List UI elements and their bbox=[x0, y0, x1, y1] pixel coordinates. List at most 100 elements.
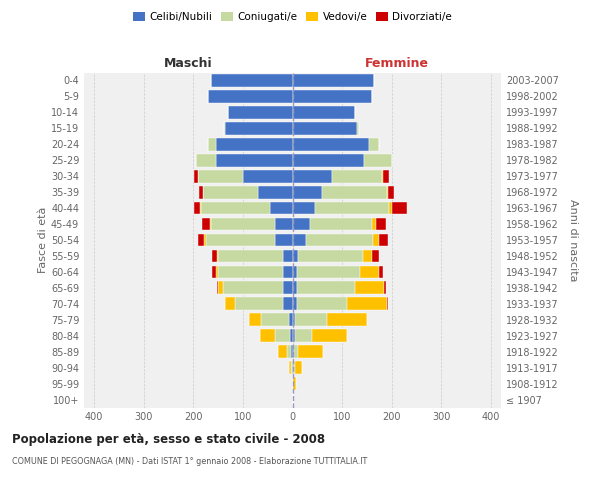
Bar bbox=[382, 170, 383, 182]
Bar bbox=[293, 74, 374, 87]
Bar bbox=[293, 154, 364, 166]
Bar bbox=[379, 266, 383, 278]
Bar bbox=[293, 234, 307, 246]
Bar bbox=[198, 234, 204, 246]
Bar bbox=[260, 330, 275, 342]
Bar bbox=[293, 377, 296, 390]
Bar bbox=[249, 314, 261, 326]
Bar bbox=[392, 202, 407, 214]
Bar bbox=[373, 234, 379, 246]
Bar bbox=[215, 154, 293, 166]
Bar bbox=[261, 314, 289, 326]
Bar bbox=[370, 138, 379, 150]
Bar bbox=[295, 330, 313, 342]
Bar bbox=[287, 346, 291, 358]
Bar bbox=[293, 330, 295, 342]
Bar bbox=[208, 138, 215, 150]
Bar bbox=[291, 346, 293, 358]
Bar bbox=[211, 218, 275, 230]
Bar bbox=[215, 138, 293, 150]
Y-axis label: Fasce di età: Fasce di età bbox=[38, 207, 48, 273]
Bar bbox=[206, 234, 275, 246]
Bar bbox=[385, 282, 386, 294]
Bar bbox=[217, 282, 218, 294]
Bar bbox=[223, 282, 283, 294]
Bar bbox=[289, 314, 293, 326]
Bar bbox=[293, 250, 298, 262]
Bar bbox=[293, 298, 298, 310]
Bar bbox=[347, 298, 387, 310]
Bar bbox=[208, 90, 293, 103]
Text: Maschi: Maschi bbox=[164, 57, 212, 70]
Text: COMUNE DI PEGOGNAGA (MN) - Dati ISTAT 1° gennaio 2008 - Elaborazione TUTTITALIA.: COMUNE DI PEGOGNAGA (MN) - Dati ISTAT 1°… bbox=[12, 457, 367, 466]
Bar bbox=[357, 122, 359, 134]
Bar bbox=[283, 298, 293, 310]
Bar bbox=[283, 250, 293, 262]
Bar bbox=[298, 282, 355, 294]
Bar bbox=[293, 314, 295, 326]
Bar bbox=[293, 266, 298, 278]
Text: Popolazione per età, sesso e stato civile - 2008: Popolazione per età, sesso e stato civil… bbox=[12, 432, 325, 446]
Bar bbox=[298, 266, 359, 278]
Bar bbox=[204, 234, 206, 246]
Bar bbox=[295, 346, 298, 358]
Bar bbox=[376, 218, 386, 230]
Bar bbox=[322, 186, 387, 198]
Bar bbox=[283, 282, 293, 294]
Bar bbox=[387, 298, 388, 310]
Bar bbox=[372, 218, 376, 230]
Bar bbox=[379, 234, 388, 246]
Bar bbox=[293, 186, 322, 198]
Bar bbox=[258, 186, 293, 198]
Bar bbox=[372, 250, 379, 262]
Bar bbox=[243, 170, 293, 182]
Bar bbox=[275, 330, 290, 342]
Bar bbox=[293, 346, 295, 358]
Bar bbox=[293, 106, 355, 119]
Text: Femmine: Femmine bbox=[365, 57, 429, 70]
Bar bbox=[295, 314, 327, 326]
Bar bbox=[196, 154, 215, 166]
Bar bbox=[217, 250, 218, 262]
Bar bbox=[218, 250, 283, 262]
Bar bbox=[218, 266, 283, 278]
Bar bbox=[212, 266, 215, 278]
Bar bbox=[200, 202, 270, 214]
Bar bbox=[389, 202, 392, 214]
Bar bbox=[283, 266, 293, 278]
Bar bbox=[293, 90, 372, 103]
Bar bbox=[224, 122, 226, 134]
Bar bbox=[298, 298, 347, 310]
Bar bbox=[289, 361, 291, 374]
Bar bbox=[383, 170, 389, 182]
Bar bbox=[293, 218, 310, 230]
Bar bbox=[293, 138, 370, 150]
Bar bbox=[202, 218, 209, 230]
Bar bbox=[212, 250, 217, 262]
Bar bbox=[298, 346, 323, 358]
Bar bbox=[293, 122, 357, 134]
Bar bbox=[194, 170, 198, 182]
Bar bbox=[327, 314, 367, 326]
Bar bbox=[387, 186, 388, 198]
Bar bbox=[363, 250, 372, 262]
Bar bbox=[291, 361, 292, 374]
Bar bbox=[295, 361, 302, 374]
Y-axis label: Anni di nascita: Anni di nascita bbox=[568, 198, 578, 281]
Bar bbox=[355, 282, 385, 294]
Bar bbox=[226, 298, 235, 310]
Bar bbox=[275, 234, 293, 246]
Bar bbox=[211, 74, 293, 87]
Legend: Celibi/Nubili, Coniugati/e, Vedovi/e, Divorziati/e: Celibi/Nubili, Coniugati/e, Vedovi/e, Di… bbox=[129, 8, 456, 26]
Bar bbox=[228, 106, 293, 119]
Bar bbox=[293, 361, 295, 374]
Bar bbox=[278, 346, 287, 358]
Bar bbox=[203, 186, 258, 198]
Bar bbox=[315, 202, 389, 214]
Bar bbox=[359, 266, 379, 278]
Bar bbox=[218, 282, 223, 294]
Bar bbox=[215, 266, 218, 278]
Bar bbox=[307, 234, 373, 246]
Bar bbox=[290, 330, 293, 342]
Bar bbox=[194, 202, 200, 214]
